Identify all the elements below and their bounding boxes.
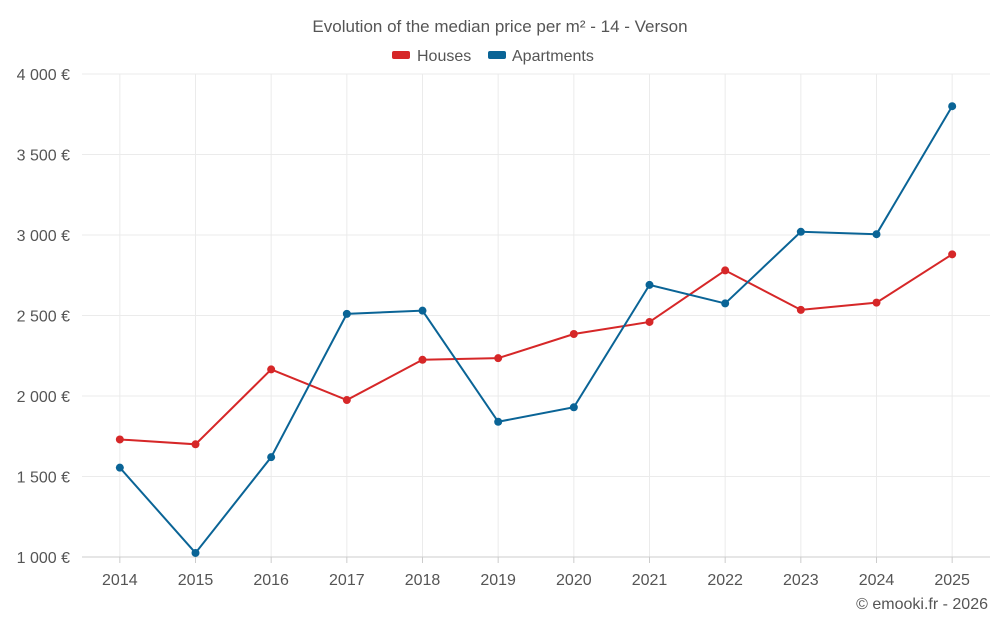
series-layer xyxy=(115,102,957,557)
grid-layer xyxy=(82,73,990,557)
x-tick-label: 2021 xyxy=(632,572,668,589)
data-point-apartments-2024[interactable] xyxy=(872,230,881,239)
x-tick-label: 2015 xyxy=(178,572,214,589)
data-point-apartments-2023[interactable] xyxy=(796,227,805,236)
axis-layer: 1 000 € 1 500 € 2 000 € 2 500 € 3 000 € 3 500… xyxy=(17,67,990,589)
y-tick-label: 2 000 € xyxy=(17,389,70,406)
data-point-houses-2023[interactable] xyxy=(796,305,805,314)
data-point-apartments-2021[interactable] xyxy=(645,280,654,289)
data-point-houses-2024[interactable] xyxy=(872,298,881,307)
data-point-houses-2014[interactable] xyxy=(115,435,124,444)
x-tick-label: 2022 xyxy=(707,572,743,589)
x-tick-label: 2014 xyxy=(102,572,138,589)
data-point-houses-2021[interactable] xyxy=(645,317,654,326)
y-tick-label: 4 000 € xyxy=(17,67,70,84)
data-point-houses-2025[interactable] xyxy=(948,250,957,259)
data-point-houses-2020[interactable] xyxy=(569,330,578,339)
legend-label-apartments: Apartments xyxy=(512,48,594,65)
data-point-houses-2017[interactable] xyxy=(342,396,351,405)
data-point-houses-2015[interactable] xyxy=(191,440,200,449)
series-apartments xyxy=(115,102,957,557)
data-point-apartments-2015[interactable] xyxy=(191,548,200,557)
legend-item-apartments[interactable]: Apartments xyxy=(488,48,594,65)
x-tick-label: 2025 xyxy=(934,572,970,589)
x-tick-label: 2018 xyxy=(405,572,441,589)
y-tick-label: 2 500 € xyxy=(17,309,70,326)
x-tick-label: 2023 xyxy=(783,572,819,589)
data-point-apartments-2018[interactable] xyxy=(418,306,427,315)
x-tick-label: 2020 xyxy=(556,572,592,589)
series-line-apartments xyxy=(119,105,954,555)
legend-item-houses[interactable]: Houses xyxy=(392,48,471,65)
legend[interactable]: Houses Apartments xyxy=(392,48,594,65)
data-point-houses-2022[interactable] xyxy=(721,266,730,275)
data-point-apartments-2020[interactable] xyxy=(569,403,578,412)
chart-title: Evolution of the median price per m² - 1… xyxy=(312,17,687,36)
data-point-apartments-2014[interactable] xyxy=(115,463,124,472)
data-point-houses-2019[interactable] xyxy=(494,354,503,363)
data-point-apartments-2019[interactable] xyxy=(494,417,503,426)
y-tick-label: 1 000 € xyxy=(17,550,70,567)
data-point-apartments-2016[interactable] xyxy=(267,453,276,462)
y-tick-label: 3 500 € xyxy=(17,148,70,165)
data-point-houses-2016[interactable] xyxy=(267,365,276,374)
legend-swatch-apartments xyxy=(488,51,506,59)
legend-swatch-houses xyxy=(392,51,410,59)
credit-text: © emooki.fr - 2026 xyxy=(856,596,988,613)
data-point-apartments-2025[interactable] xyxy=(948,102,957,111)
x-tick-label: 2024 xyxy=(859,572,895,589)
data-point-houses-2018[interactable] xyxy=(418,355,427,364)
series-line-houses xyxy=(119,253,953,446)
series-houses xyxy=(115,250,957,449)
y-tick-label: 1 500 € xyxy=(17,470,70,487)
legend-label-houses: Houses xyxy=(417,48,471,65)
x-tick-label: 2016 xyxy=(253,572,289,589)
data-point-apartments-2022[interactable] xyxy=(721,299,730,308)
x-tick-label: 2017 xyxy=(329,572,365,589)
data-point-apartments-2017[interactable] xyxy=(342,309,351,318)
y-tick-label: 3 000 € xyxy=(17,228,70,245)
x-tick-label: 2019 xyxy=(480,572,516,589)
